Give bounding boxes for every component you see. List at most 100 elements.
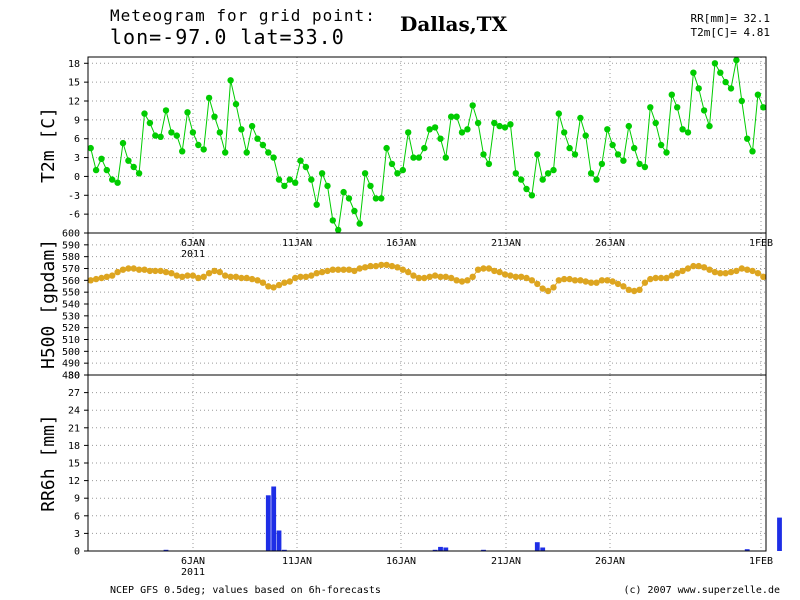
- temperature-point: [684, 129, 692, 136]
- geopotential-point: [534, 280, 541, 288]
- temperature-point: [340, 188, 347, 196]
- y-tick-label: 570: [62, 264, 80, 275]
- geopotential-point: [609, 278, 616, 285]
- temperature-point: [157, 133, 164, 140]
- geopotential-point: [464, 277, 471, 284]
- temperature-point: [243, 149, 250, 156]
- temperature-point: [491, 119, 498, 127]
- rr-total-stat: RR[mm]= 32.1: [690, 12, 770, 25]
- x-year-label: 2011: [181, 567, 205, 578]
- precip-bar: [432, 549, 438, 551]
- geopotential-point: [205, 270, 213, 277]
- temperature-point: [367, 182, 374, 190]
- temperature-point: [507, 121, 514, 128]
- temperature-point: [421, 144, 428, 152]
- geopotential-point: [335, 266, 342, 273]
- y-tick-label: 9: [74, 494, 80, 505]
- temperature-point: [372, 195, 380, 202]
- geopotential-point: [92, 275, 100, 283]
- geopotential-point: [652, 274, 659, 282]
- temperature-point: [442, 154, 449, 161]
- temperature-point: [378, 195, 385, 202]
- temperature-point: [103, 166, 111, 174]
- precip-bar: [276, 530, 282, 551]
- temperature-point: [625, 122, 632, 130]
- geopotential-point: [135, 266, 143, 273]
- temperature-point: [195, 141, 202, 149]
- geopotential-point: [426, 273, 433, 280]
- geopotential-point: [130, 265, 137, 272]
- geopotential-point: [657, 274, 665, 282]
- temperature-point: [534, 151, 541, 158]
- geopotential-point: [173, 272, 180, 279]
- y-tick-label: 21: [68, 423, 80, 434]
- temperature-point: [464, 126, 471, 133]
- temperature-point: [318, 170, 326, 177]
- y-tick-label: 540: [62, 300, 80, 311]
- y-axis-label: RR6h [mm]: [38, 414, 59, 512]
- geopotential-point: [270, 284, 277, 291]
- geopotential-point: [480, 265, 487, 272]
- temperature-point: [162, 107, 170, 114]
- temperature-point: [620, 157, 627, 164]
- geopotential-point: [286, 278, 293, 285]
- temperature-point: [577, 114, 584, 122]
- temperature-point: [232, 100, 240, 108]
- temperature-point: [98, 155, 105, 162]
- geopotential-point: [544, 287, 552, 295]
- temperature-point: [523, 185, 530, 193]
- temperature-point: [647, 104, 654, 111]
- temperature-point: [555, 110, 562, 117]
- x-tick-label: 26JAN: [595, 556, 625, 567]
- temperature-point: [679, 126, 686, 133]
- geopotential-point: [168, 270, 175, 277]
- geopotential-point: [98, 274, 105, 282]
- geopotential-point: [442, 273, 449, 280]
- temperature-point: [179, 148, 186, 155]
- temperature-point: [297, 157, 304, 164]
- temperature-point: [329, 217, 336, 224]
- x-tick-label: 21JAN: [491, 238, 521, 249]
- temperature-point: [668, 91, 675, 98]
- temperature-point: [636, 160, 643, 168]
- geopotential-point: [625, 286, 632, 293]
- y-tick-label: 510: [62, 335, 80, 346]
- temperature-point: [184, 109, 191, 116]
- y-tick-label: 480: [62, 371, 80, 382]
- temperature-point: [539, 176, 546, 183]
- temperature-point: [631, 144, 638, 152]
- temperature-point: [356, 220, 363, 227]
- geopotential-point: [340, 266, 347, 273]
- geopotential-point: [528, 277, 536, 284]
- temperature-point: [383, 144, 390, 152]
- y-tick-label: 27: [68, 388, 80, 399]
- geopotential-point: [292, 274, 299, 282]
- geopotential-point: [727, 268, 735, 276]
- y-tick-label: 12: [68, 476, 80, 487]
- x-tick-label: 11JAN: [282, 556, 312, 567]
- geopotential-point: [706, 266, 713, 273]
- geopotential-point: [351, 267, 358, 275]
- geopotential-point: [372, 262, 380, 270]
- geopotential-point: [195, 274, 202, 282]
- geopotential-point: [469, 273, 476, 280]
- y-tick-label: 580: [62, 252, 80, 263]
- geopotential-point: [162, 268, 170, 276]
- temperature-point: [216, 129, 223, 136]
- temperature-point: [566, 144, 573, 152]
- geopotential-point: [749, 267, 756, 275]
- temperature-point: [345, 195, 353, 202]
- geopotential-point: [383, 261, 390, 269]
- temperature-point: [415, 154, 423, 161]
- y-tick-label: 12: [68, 97, 80, 108]
- geopotential-panel: [84, 232, 767, 376]
- geopotential-point: [394, 264, 401, 271]
- geopotential-point: [189, 272, 197, 279]
- temperature-point: [641, 163, 649, 171]
- y-tick-label: 6: [74, 134, 80, 145]
- precipitation-panel: [84, 374, 782, 552]
- geopotential-point: [356, 265, 363, 272]
- temperature-point: [152, 132, 159, 139]
- temperature-point: [431, 124, 439, 131]
- temperature-point: [270, 154, 277, 161]
